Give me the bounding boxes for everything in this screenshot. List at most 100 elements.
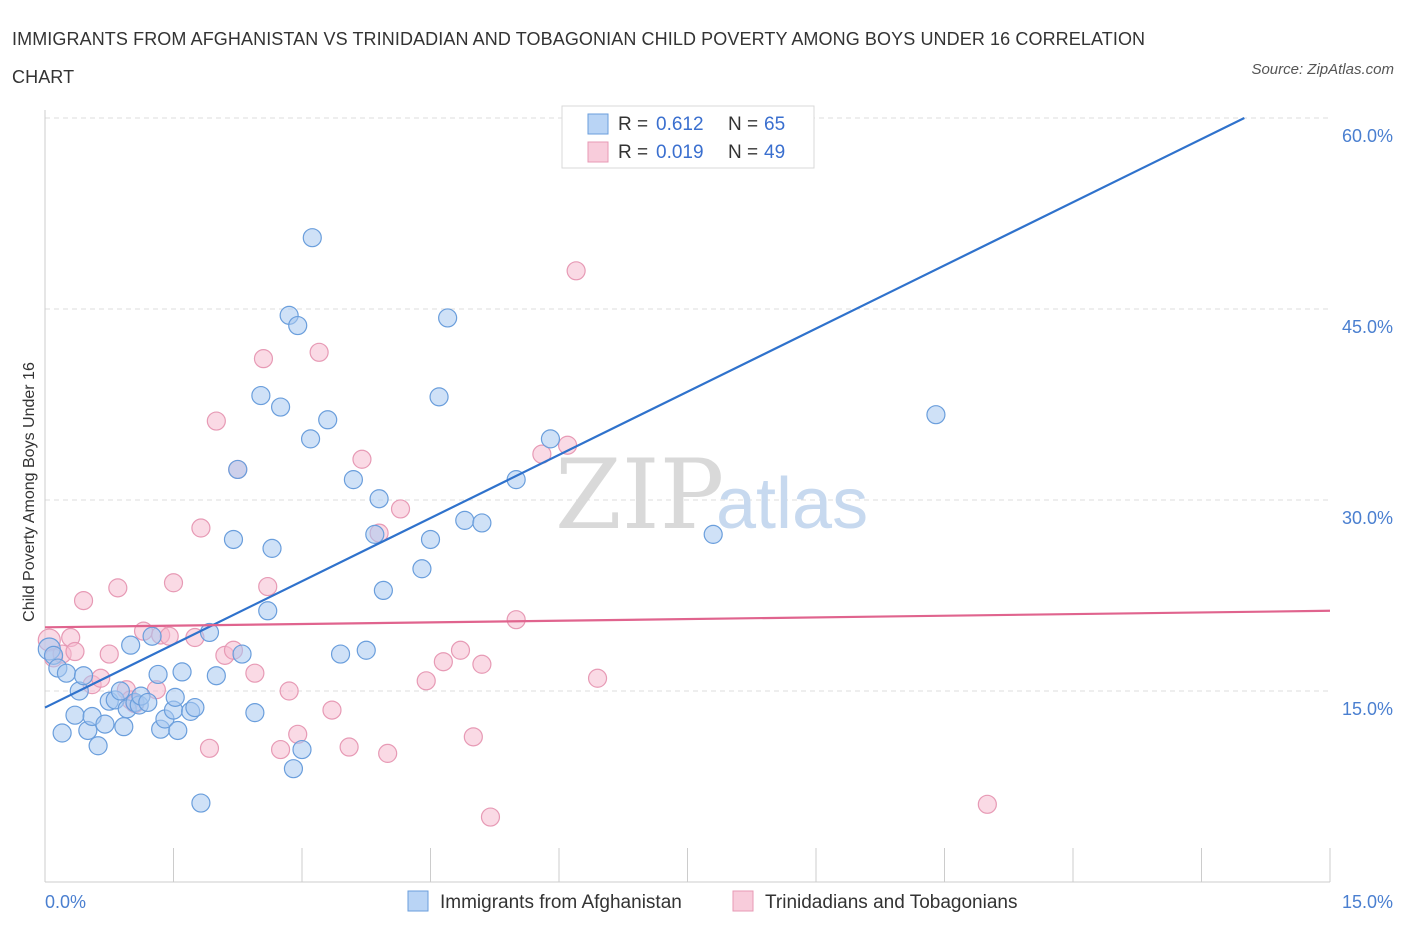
trinidadian-point (416, 671, 436, 691)
afghanistan-point (165, 687, 185, 707)
afghanistan-point (232, 644, 252, 664)
afghanistan-point (369, 489, 389, 509)
afghanistan-point (373, 580, 393, 601)
y-tick-label-2: 45.0% (1342, 317, 1393, 337)
stats-legend-box: R = 0.612 N = 65 R = 0.019 N = 49 (561, 105, 815, 169)
legend-blue-label: Immigrants from Afghanistan (440, 892, 682, 913)
afghanistan-point (270, 397, 291, 417)
afghanistan-point (330, 644, 351, 664)
grid-lines (45, 117, 1330, 692)
afghanistan-point (262, 538, 282, 558)
trinidadian-point (253, 349, 274, 369)
afghanistan-point (52, 723, 72, 743)
afghanistan-point (172, 662, 192, 682)
afghanistan-point (251, 385, 271, 406)
trinidadian-point (245, 663, 265, 683)
trinidadian-point (99, 644, 119, 664)
afghanistan-point (110, 681, 130, 701)
afghanistan-point (185, 697, 205, 718)
afghanistan-point (455, 510, 475, 530)
afghanistan-point (191, 793, 211, 813)
stats-blue-n-value: 65 (764, 114, 785, 135)
trinidadian-point (390, 499, 411, 519)
x-tick-labels: 0.0% 15.0% (45, 892, 1393, 912)
chart-title: IMMIGRANTS FROM AFGHANISTAN VS TRINIDADI… (12, 29, 1146, 87)
afghanistan-point (302, 228, 322, 248)
trinidadian-point (587, 668, 608, 688)
afghanistan-point (420, 529, 441, 550)
trinidadian-point (378, 743, 398, 763)
trinidadian-point (322, 700, 342, 720)
afghanistan-trend-line (44, 117, 1245, 709)
trend-lines (44, 117, 1331, 709)
source-label: Source: ZipAtlas.com (1251, 61, 1394, 78)
stats-blue-r-value: 0.612 (656, 114, 704, 135)
afghanistan-point (121, 635, 141, 655)
afghanistan-point (412, 559, 432, 579)
afghanistan-point (65, 705, 85, 725)
y-tick-label-0: 15.0% (1342, 699, 1393, 719)
trinidadian-point (506, 610, 526, 630)
trinidadian-point (73, 590, 94, 611)
series-afghanistan-points (37, 228, 946, 813)
afghanistan-point (318, 410, 338, 430)
axes (44, 110, 1331, 883)
afghanistan-point (292, 739, 312, 760)
trinidadian-point (352, 449, 372, 469)
y-tick-label-3: 60.0% (1342, 126, 1393, 146)
stats-pink-swatch (587, 141, 609, 163)
afghanistan-point (245, 703, 265, 723)
trinidadian-point (339, 737, 359, 757)
afghanistan-point (356, 640, 376, 660)
trinidadian-point (270, 739, 291, 760)
afghanistan-point (343, 470, 363, 490)
trinidadian-point (65, 641, 85, 662)
x-tick-label-0: 0.0% (45, 892, 86, 912)
afghanistan-point (288, 315, 308, 336)
afghanistan-point (56, 663, 77, 683)
stats-pink-r-value: 0.019 (656, 142, 704, 163)
afghanistan-point (206, 666, 226, 686)
trinidadian-point (258, 576, 278, 597)
legend-blue-swatch (407, 890, 429, 912)
stats-pink-r-label: R = (618, 142, 648, 163)
afghanistan-point (223, 529, 244, 550)
bottom-legend: Immigrants from Afghanistan Trinidadians… (407, 890, 1017, 913)
trinidadian-point (450, 640, 471, 660)
afghanistan-point (472, 513, 492, 533)
trinidadian-point (566, 261, 586, 281)
afghanistan-point (703, 524, 723, 544)
legend-pink-label: Trinidadians and Tobagonians (765, 892, 1017, 913)
trinidadian-point (191, 518, 211, 538)
y-axis-title: Child Poverty Among Boys Under 16 (21, 362, 38, 622)
afghanistan-point (429, 387, 449, 407)
stats-pink-n-label: N = (728, 142, 758, 163)
trinidadian-point (309, 342, 329, 362)
afghanistan-point (114, 717, 134, 737)
trinidadian-point (279, 681, 299, 701)
stats-pink-n-value: 49 (764, 142, 785, 163)
afghanistan-point (438, 308, 458, 328)
afghanistan-point (540, 429, 561, 449)
afghanistan-point (95, 714, 115, 734)
afghanistan-point (926, 405, 946, 425)
afghanistan-point (73, 666, 94, 686)
trinidadian-point (199, 738, 220, 758)
afghanistan-point (300, 429, 321, 449)
afghanistan-point (365, 524, 385, 544)
afghanistan-point (258, 601, 278, 621)
watermark-zip: ZIP (555, 439, 724, 551)
afghanistan-point (142, 626, 162, 646)
stats-blue-swatch (587, 113, 609, 135)
trinidadian-point (206, 411, 226, 431)
stats-blue-r-label: R = (618, 114, 648, 135)
trinidadian-point (163, 573, 184, 593)
afghanistan-point (138, 692, 158, 713)
trinidadian-point (472, 654, 492, 674)
stats-blue-n-label: N = (728, 114, 758, 135)
y-tick-label-1: 30.0% (1342, 508, 1393, 528)
legend-pink-swatch (732, 890, 754, 912)
x-tick-label-1: 15.0% (1342, 892, 1393, 912)
trinidadian-point (108, 578, 128, 598)
